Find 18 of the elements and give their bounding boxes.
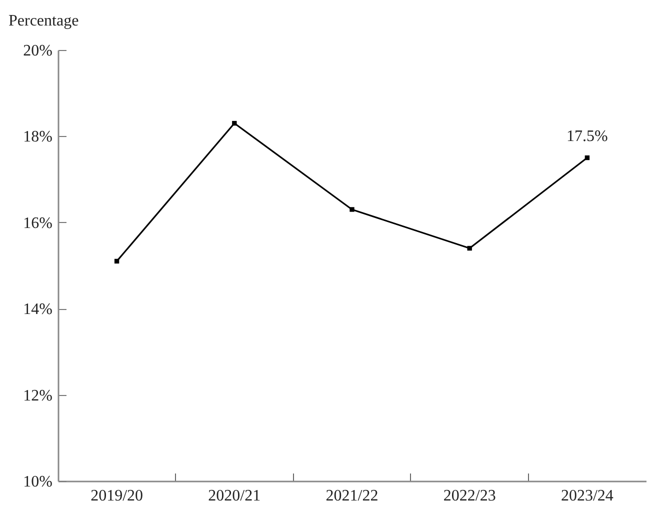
x-tick-label: 2022/23 — [443, 488, 496, 504]
annotation: 17.5% — [566, 128, 608, 145]
x-tick-label: 2021/22 — [326, 488, 378, 504]
y-tick-label: 20% — [23, 42, 52, 60]
y-tick-label: 16% — [23, 214, 52, 232]
point — [350, 207, 354, 212]
y-tick-label: 10% — [23, 474, 52, 490]
y-tick-label: 14% — [23, 301, 52, 318]
y-axis-title: Percentage — [8, 12, 79, 30]
x-tick-label: 2019/20 — [90, 488, 144, 504]
y-tick-label: 12% — [23, 387, 52, 404]
point — [114, 258, 120, 264]
y-tick-label: 18% — [23, 128, 52, 146]
point — [467, 246, 472, 251]
point — [584, 155, 590, 160]
point — [232, 120, 237, 126]
x-tick-label: 2020/21 — [208, 488, 261, 504]
x-tick-label: 2023/24 — [560, 488, 614, 504]
